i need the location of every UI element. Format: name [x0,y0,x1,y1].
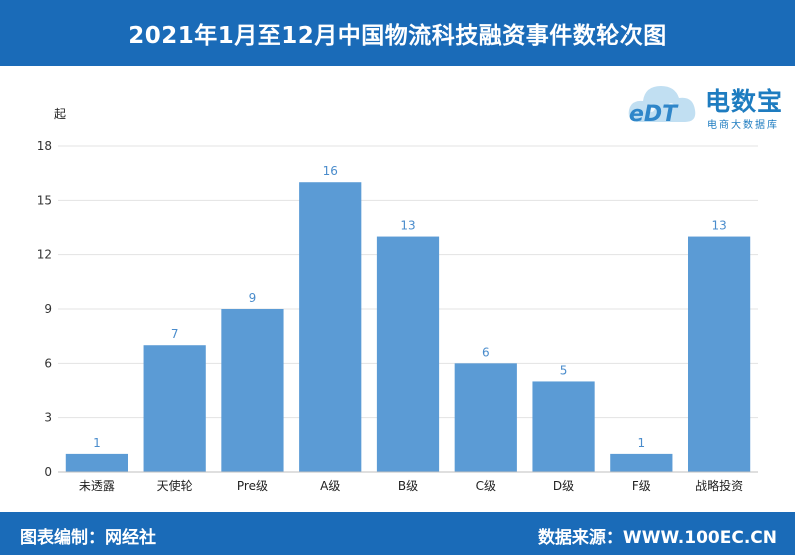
bar-value-label: 5 [560,363,568,377]
y-axis-label: 起 [54,107,66,121]
bar [376,236,440,472]
x-tick-label: Pre级 [237,479,268,493]
bar-value-label: 9 [249,291,257,305]
y-tick-label: 6 [44,356,52,370]
data-labels: 1 7 9 16 13 6 5 1 13 [93,164,727,450]
x-tick-label: 战略投资 [695,478,743,493]
bar [143,345,206,472]
x-tick-label: 未透露 [79,479,115,493]
bar [532,381,595,472]
footer-source: 数据来源：WWW.100EC.CN [537,528,777,548]
bar [221,309,284,472]
bar-chart: 起 0 3 6 9 12 15 18 1 7 9 16 13 6 5 1 13 未透露 天使轮 Pre级 A级 B级… [37,107,758,493]
x-tick-label: F级 [632,479,651,493]
y-tick-label: 0 [44,465,52,479]
bar-value-label: 16 [323,164,338,178]
logo-name: 电数宝 [705,87,784,116]
footer-credit: 图表编制：网经社 [20,528,156,548]
bar-value-label: 13 [711,219,726,233]
bar [688,236,751,472]
cloud-icon [628,86,696,122]
logo-mark: eDT [629,102,678,127]
bar-value-label: 1 [93,436,101,450]
bar [610,453,673,472]
x-axis-ticks: 未透露 天使轮 Pre级 A级 B级 C级 D级 F级 战略投资 [79,478,743,493]
brand-logo: eDT 电数宝 电商大数据库 [625,72,793,134]
bar-value-label: 1 [638,436,646,450]
bar [299,182,362,472]
chart-title: 2021年1月至12月中国物流科技融资事件数轮次图 [0,0,795,66]
bar [65,453,128,472]
logo-tagline: 电商大数据库 [707,120,779,131]
bar-value-label: 6 [482,345,490,359]
footer: 图表编制：网经社 数据来源：WWW.100EC.CN [0,512,795,555]
y-tick-label: 3 [44,411,52,425]
x-tick-label: 天使轮 [157,478,193,493]
y-tick-label: 9 [44,302,52,316]
y-tick-label: 18 [37,139,52,153]
y-tick-label: 12 [37,248,52,262]
bar-value-label: 13 [400,219,415,233]
bars [65,182,751,472]
x-tick-label: C级 [476,479,496,493]
x-tick-label: D级 [553,479,574,493]
bar [454,363,517,472]
bar-value-label: 7 [171,327,179,341]
y-tick-label: 15 [37,193,52,207]
y-axis-ticks: 0 3 6 9 12 15 18 [37,139,52,479]
x-tick-label: A级 [320,479,340,493]
x-tick-label: B级 [398,479,418,493]
